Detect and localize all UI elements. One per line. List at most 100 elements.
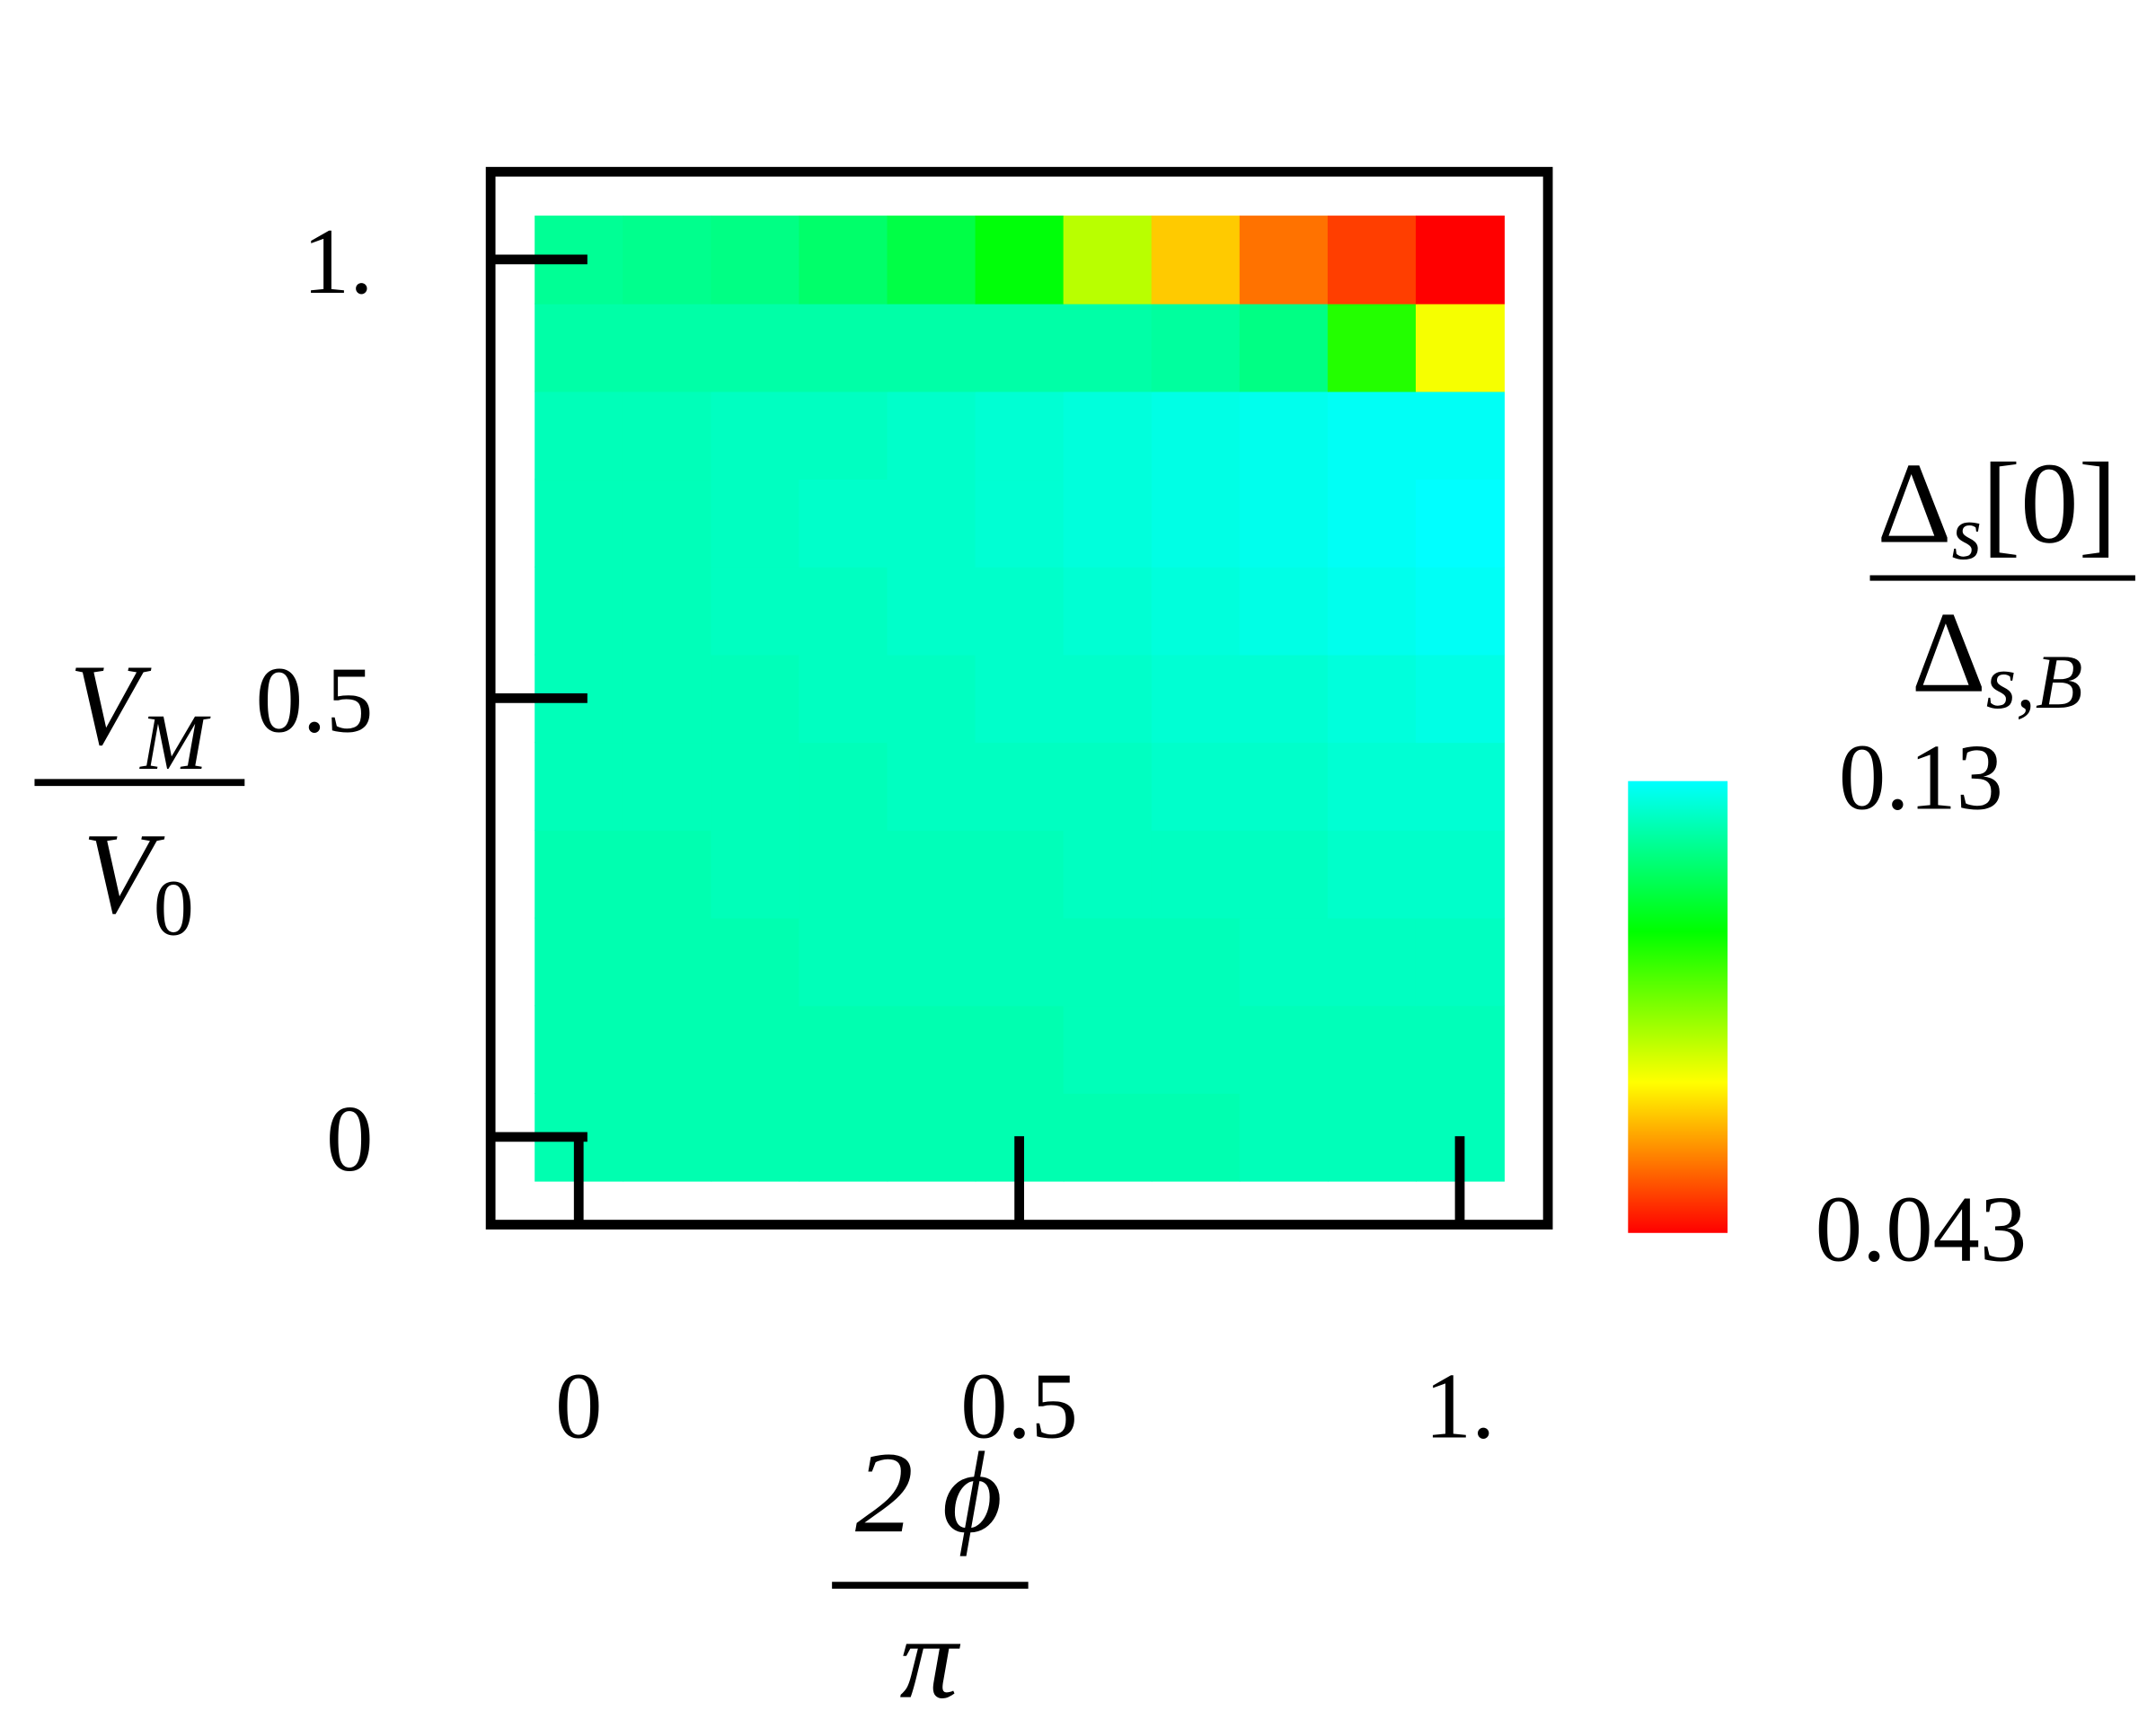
cell [1151, 391, 1241, 480]
cell [711, 216, 800, 304]
colorbar-label-denominator: Δs,B [1912, 588, 2083, 725]
colorbar [1628, 780, 1728, 1233]
cell [1415, 566, 1505, 656]
heatmap [535, 216, 1505, 1182]
x-tick-label: 0 [555, 1353, 602, 1458]
cell [1239, 742, 1329, 831]
cell [1415, 216, 1505, 304]
cell [1239, 654, 1329, 744]
cell [711, 303, 800, 392]
cell [1239, 917, 1329, 1007]
cell [1327, 1093, 1417, 1182]
cell [1415, 742, 1505, 831]
cell [887, 654, 976, 744]
cell [799, 742, 888, 831]
colorbar-tick-label: 0.043 [1816, 1177, 2027, 1282]
cell [1151, 303, 1241, 392]
x-label-denominator: π [899, 1594, 960, 1723]
y-tick-label: 0 [326, 1087, 373, 1191]
cell [887, 1005, 976, 1094]
cell [975, 1005, 1065, 1094]
cell [887, 829, 976, 919]
cell [1415, 829, 1505, 919]
cell [1063, 303, 1153, 392]
cell [1415, 654, 1505, 744]
y-label-sub: 0 [154, 863, 194, 952]
cell [887, 479, 976, 568]
cell [1415, 479, 1505, 568]
cell [799, 829, 888, 919]
cell [1063, 1093, 1153, 1182]
cell [711, 829, 800, 919]
cell [711, 1005, 800, 1094]
cell [1151, 566, 1241, 656]
cell [887, 566, 976, 656]
cell [623, 216, 712, 304]
x-label-numerator: 2 ϕ [855, 1428, 1003, 1556]
cell [711, 917, 800, 1007]
y-tick-label: 0.5 [256, 648, 374, 752]
y-tick-label: 1. [303, 209, 373, 313]
cell [1239, 829, 1329, 919]
cell [1239, 1093, 1329, 1182]
cell [623, 479, 712, 568]
cell [1151, 1005, 1241, 1094]
cell [975, 566, 1065, 656]
cell [975, 303, 1065, 392]
y-label-base: V [69, 640, 152, 769]
cell [1151, 654, 1241, 744]
cell [887, 303, 976, 392]
cell [975, 829, 1065, 919]
cell [887, 216, 976, 304]
cell [887, 1093, 976, 1182]
cell [711, 1093, 800, 1182]
cell [799, 1093, 888, 1182]
cell [887, 917, 976, 1007]
cell [1327, 654, 1417, 744]
cell [799, 391, 888, 480]
cell [623, 829, 712, 919]
x-tick-label: 1. [1425, 1353, 1495, 1458]
colorbar-tick-label: 0.13 [1839, 725, 2003, 829]
cell [975, 742, 1065, 831]
cell [535, 742, 624, 831]
cell [1063, 479, 1153, 568]
cell [1327, 566, 1417, 656]
y-label-numerator: VM [69, 640, 211, 787]
cell [1327, 742, 1417, 831]
cell [1063, 566, 1153, 656]
y-label-denominator: V0 [83, 809, 194, 953]
cell [1327, 479, 1417, 568]
cell [623, 1093, 712, 1182]
cell [1063, 1005, 1153, 1094]
cell [535, 566, 624, 656]
cell [1063, 654, 1153, 744]
cell [1327, 1005, 1417, 1094]
cell [799, 917, 888, 1007]
colorbar-label-sub: s [1952, 489, 1983, 576]
cell [1063, 391, 1153, 480]
cell [535, 917, 624, 1007]
cell [1063, 216, 1153, 304]
colorbar-label-base: Δ [1912, 588, 1986, 717]
cell [535, 829, 624, 919]
cell [535, 303, 624, 392]
cell [975, 654, 1065, 744]
cell [1151, 1093, 1241, 1182]
cell [623, 654, 712, 744]
cell [1239, 566, 1329, 656]
cell [1063, 829, 1153, 919]
cell [1415, 1005, 1505, 1094]
colorbar-label-numerator: Δs[0] [1877, 439, 2116, 576]
cell [711, 479, 800, 568]
cell [1151, 742, 1241, 831]
cell [1327, 917, 1417, 1007]
cell [1415, 917, 1505, 1007]
cell [1239, 1005, 1329, 1094]
cell [1327, 829, 1417, 919]
cell [799, 566, 888, 656]
cell [1415, 303, 1505, 392]
cell [1063, 742, 1153, 831]
cell [623, 917, 712, 1007]
